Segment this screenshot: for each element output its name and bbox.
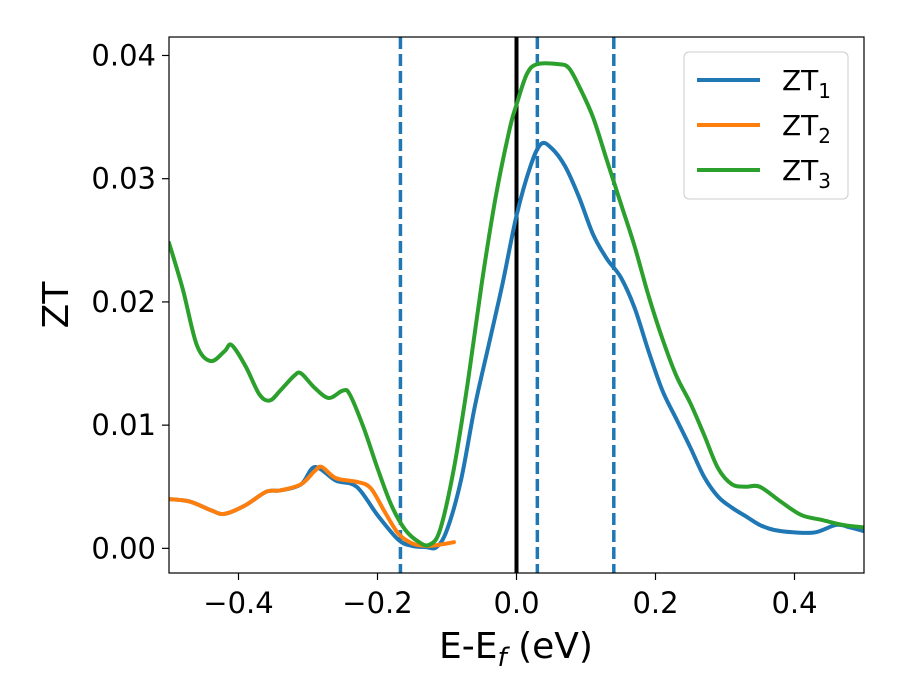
x-tick-label: 0.0 <box>493 586 539 620</box>
series-line-zt2 <box>169 464 456 548</box>
y-axis: 0.00 0.01 0.02 0.03 0.04 <box>91 38 169 565</box>
x-tick-label: 0.2 <box>632 586 678 620</box>
x-axis-label-unit: (eV) <box>507 626 593 667</box>
series-lines <box>169 61 864 551</box>
y-tick-label: 0.04 <box>91 38 156 72</box>
legend-box <box>683 51 849 200</box>
y-tick-label: 0.01 <box>91 408 156 442</box>
legend: ZT1 ZT2 ZT3 <box>683 51 849 200</box>
y-axis-label: ZT <box>36 281 77 329</box>
y-tick-label: 0.00 <box>91 531 156 565</box>
legend-label-zt1: ZT1 <box>782 64 831 103</box>
series-line-zt1 <box>169 140 864 551</box>
x-tick-label: −0.4 <box>203 586 273 620</box>
legend-label-zt3: ZT3 <box>782 154 831 193</box>
y-tick-label: 0.02 <box>91 285 156 319</box>
y-tick-label: 0.03 <box>91 162 156 196</box>
legend-label-zt2: ZT2 <box>782 109 831 148</box>
series-line-zt3 <box>169 61 864 548</box>
x-tick-label: −0.2 <box>342 586 412 620</box>
x-tick-label: 0.4 <box>771 586 817 620</box>
vertical-lines <box>398 37 616 573</box>
x-axis-label-main: E-E <box>439 626 497 667</box>
x-axis: −0.4 −0.2 0.0 0.2 0.4 <box>203 573 818 620</box>
x-axis-label: E-Ef (eV) <box>439 626 593 673</box>
